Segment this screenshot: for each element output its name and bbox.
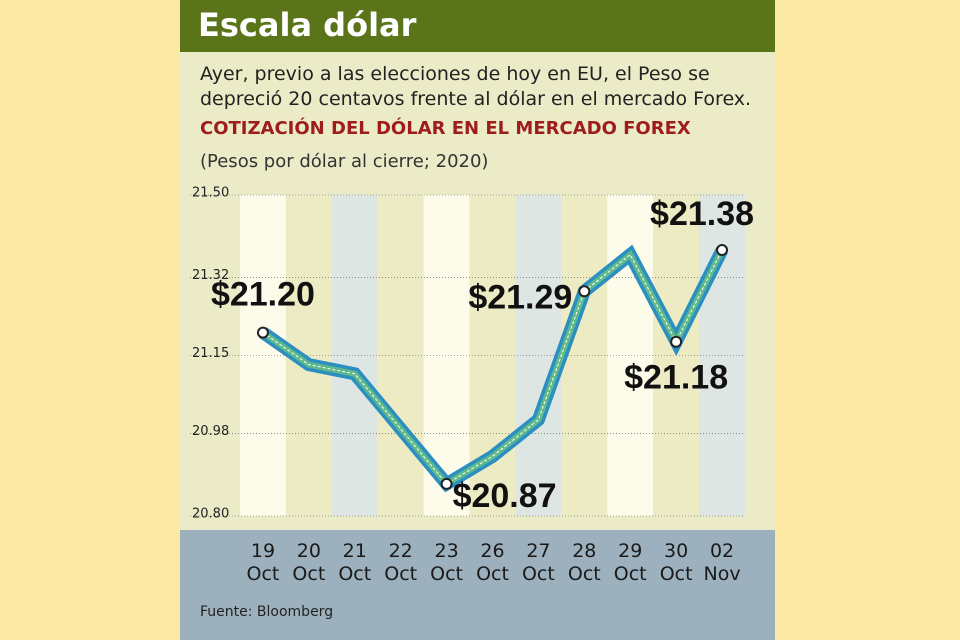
point [716, 244, 729, 257]
x-tick-label: 26 Oct [476, 540, 509, 585]
value-label: $21.29 [468, 278, 572, 316]
x-tick-label: 02 Nov [703, 540, 741, 585]
x-tick-label: 28 Oct [567, 540, 601, 585]
description: Ayer, previo a las elecciones de hoy en … [200, 63, 752, 110]
footer-band [180, 530, 775, 640]
point [670, 335, 683, 348]
x-tick-label: 23 Oct [430, 540, 463, 585]
title: Escala dólar [198, 6, 417, 44]
x-tick-label: 19 Oct [246, 540, 280, 585]
x-tick-label: 30 Oct [659, 540, 693, 585]
column-band [561, 195, 608, 516]
y-tick-label: 21.50 [192, 186, 229, 201]
x-tick-label: 21 Oct [338, 540, 372, 585]
source: Fuente: Bloomberg [200, 604, 334, 620]
y-tick-label: 20.98 [192, 424, 229, 439]
line-center [262, 249, 723, 485]
y-tick-label: 20.80 [192, 507, 229, 522]
value-label: $21.38 [650, 195, 754, 233]
x-tick-label: 20 Oct [292, 540, 326, 585]
column-band [699, 195, 745, 516]
x-tick-label: 22 Oct [384, 540, 418, 585]
value-label: $21.18 [624, 359, 728, 397]
value-label: $21.20 [211, 276, 315, 314]
y-tick-label: 21.32 [192, 268, 229, 283]
point [256, 326, 269, 339]
x-tick-label: 29 Oct [613, 540, 647, 585]
chart-subtitle: (Pesos por dólar al cierre; 2020) [200, 151, 489, 172]
value-label: $20.87 [453, 477, 557, 515]
x-tick-label: 27 Oct [521, 540, 555, 585]
header-bar [180, 0, 775, 52]
chart-title: COTIZACIÓN DEL DÓLAR EN EL MERCADO FOREX [200, 118, 691, 139]
point [440, 477, 453, 490]
point [578, 285, 591, 298]
y-tick-label: 21.15 [192, 346, 229, 361]
